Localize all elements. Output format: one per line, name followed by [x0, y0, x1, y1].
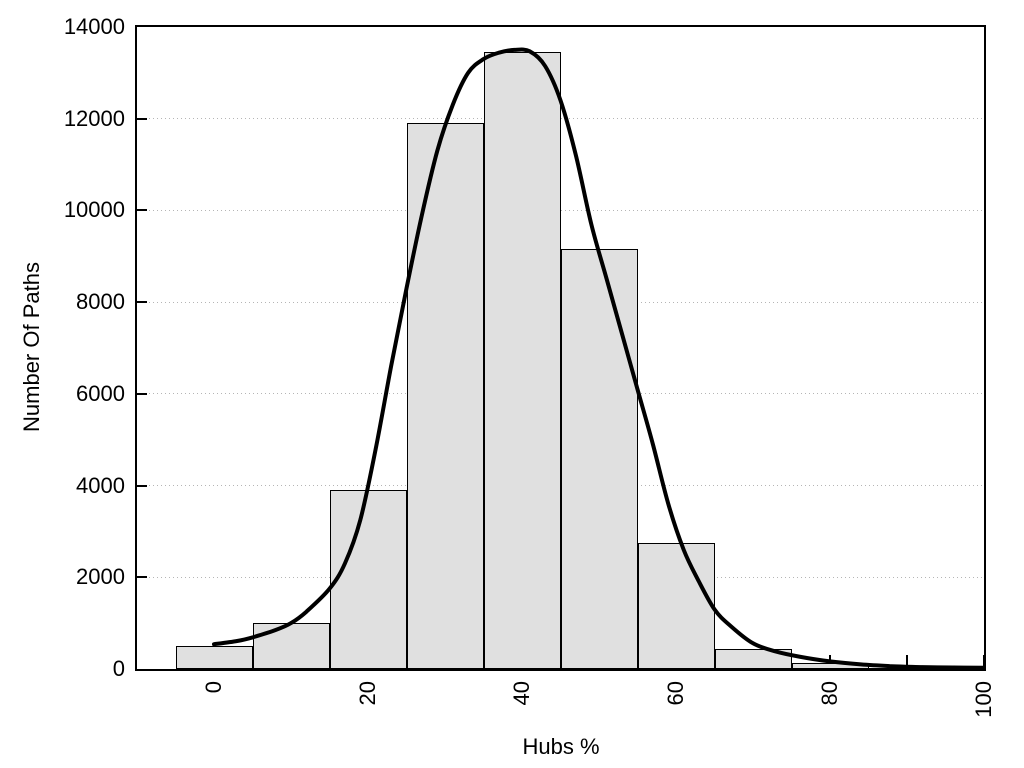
y-tick-label: 12000 [63, 105, 125, 131]
histogram-bar [560, 249, 638, 669]
histogram-bar [175, 646, 253, 669]
y-tick-label: 8000 [76, 289, 125, 315]
y-tick [137, 576, 147, 579]
density-curve [212, 47, 984, 669]
x-tick-label: 80 [817, 681, 842, 706]
histogram-bar [483, 52, 561, 669]
y-tick-label: 10000 [63, 197, 125, 223]
x-tick-label: 100 [971, 681, 996, 718]
density-curve-layer [212, 47, 984, 669]
gridline [137, 118, 984, 120]
y-tick [137, 484, 147, 487]
y-tick-label: 0 [112, 656, 125, 681]
x-tick-label: 20 [355, 681, 380, 706]
y-tick [137, 301, 147, 304]
y-tick [137, 117, 147, 120]
gridline [137, 209, 984, 211]
y-tick-label: 2000 [76, 564, 125, 590]
y-tick-label: 6000 [76, 380, 125, 406]
histogram-bar [714, 649, 792, 669]
histogram-bar [406, 123, 484, 669]
x-tick [906, 655, 908, 669]
x-axis-title: Hubs % [522, 734, 600, 759]
plot-area [135, 25, 986, 671]
histogram-bar [637, 542, 715, 669]
y-tick-label: 14000 [63, 14, 125, 39]
y-tick [137, 209, 147, 212]
x-tick-label: 0 [201, 681, 226, 694]
x-tick [983, 655, 985, 669]
y-axis-title: Number Of Paths [19, 262, 44, 432]
y-tick [137, 392, 147, 395]
y-tick-label: 4000 [76, 472, 125, 498]
